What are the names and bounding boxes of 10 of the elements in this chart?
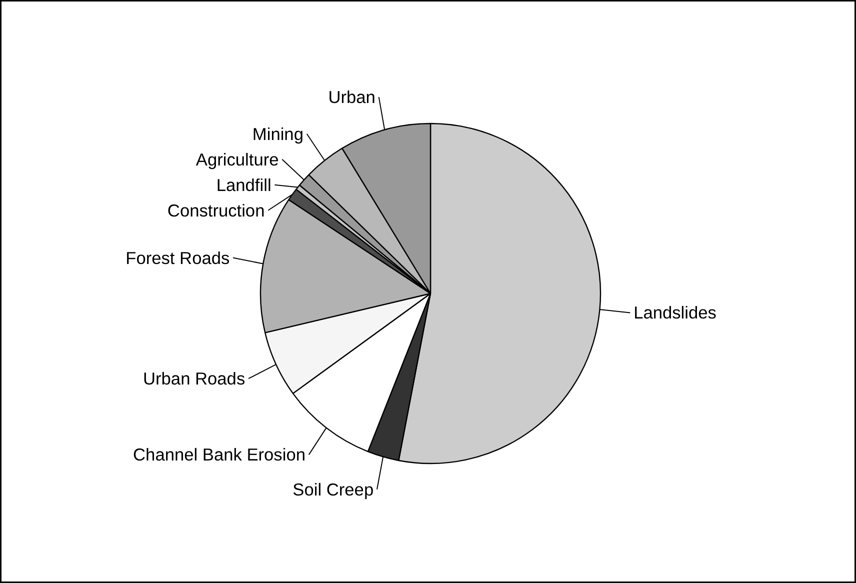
slice-label: Construction (167, 200, 265, 220)
slice-label: Landslides (634, 302, 717, 323)
slice-label: Agriculture (196, 149, 279, 170)
slice-label: Soil Creep (292, 479, 374, 500)
slice-label: Forest Roads (126, 248, 230, 268)
slice-label: Urban Roads (143, 368, 246, 389)
slice-label: Mining (252, 124, 304, 144)
slice-label: Channel Bank Erosion (133, 444, 306, 465)
slice-label: Urban (328, 87, 376, 108)
slice-label: Landfill (216, 174, 272, 195)
